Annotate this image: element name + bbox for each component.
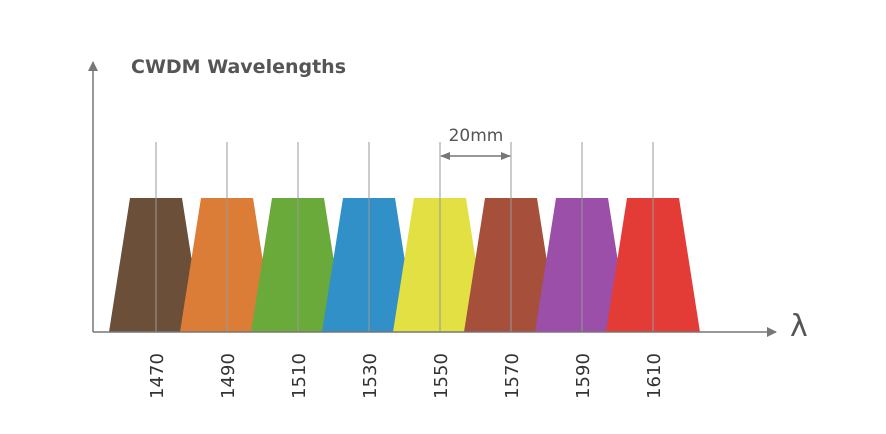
channel-spacing-label: 20mm <box>449 126 504 146</box>
wavelength-tick-label: 1470 <box>147 353 168 399</box>
wavelength-tick-label: 1570 <box>502 353 523 399</box>
diagram-title: CWDM Wavelengths <box>131 56 346 78</box>
x-axis-symbol: λ <box>790 309 808 344</box>
wavelength-tick-label: 1490 <box>218 353 239 399</box>
wavelength-tick-label: 1590 <box>573 353 594 399</box>
tick-label-group: 1470 1490 1510 1530 1550 1570 1590 1610 <box>147 353 665 399</box>
channel-group <box>109 198 700 332</box>
wavelength-tick-label: 1550 <box>431 353 452 399</box>
wavelength-tick-label: 1510 <box>289 353 310 399</box>
wavelength-tick-label: 1530 <box>360 353 381 399</box>
centerline-group <box>155 142 654 332</box>
wavelength-tick-label: 1610 <box>644 353 665 399</box>
